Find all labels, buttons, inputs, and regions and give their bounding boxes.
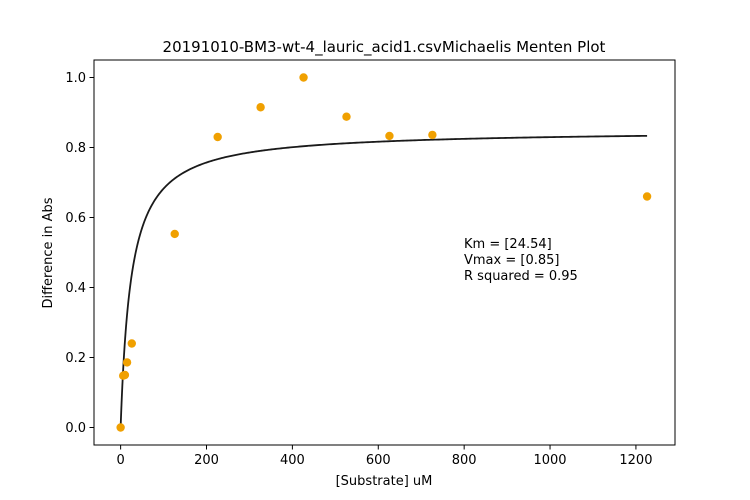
y-axis-label: Difference in Abs bbox=[41, 197, 56, 308]
data-point bbox=[170, 229, 179, 239]
y-tick-label: 1.0 bbox=[65, 71, 86, 86]
annotation-vmax: Vmax = [0.85] bbox=[464, 253, 559, 268]
annotation-r-squared: R squared = 0.95 bbox=[464, 269, 578, 284]
x-tick-label: 0 bbox=[116, 453, 124, 468]
data-point bbox=[116, 423, 125, 432]
fit-curve-line bbox=[119, 134, 648, 428]
data-point bbox=[342, 112, 351, 121]
chart-title: 20191010-BM3-wt-4_lauric_acid1.csvMichae… bbox=[163, 38, 606, 57]
x-tick-label: 800 bbox=[452, 453, 477, 468]
data-points bbox=[116, 73, 652, 432]
y-tick-label: 0.8 bbox=[65, 141, 86, 156]
y-tick-label: 0.6 bbox=[65, 211, 86, 226]
plot-area: 0 200 400 600 800 1000 1200 0.0 0.2 0.4 0.6 0.8 1.0 bbox=[65, 59, 676, 468]
x-tick-label: 400 bbox=[280, 453, 305, 468]
x-tick-label: 600 bbox=[366, 453, 391, 468]
plot-frame bbox=[93, 59, 676, 446]
x-tick-label: 200 bbox=[194, 453, 219, 468]
y-tick-label: 0.0 bbox=[65, 421, 86, 436]
data-point bbox=[642, 192, 652, 201]
data-point bbox=[120, 370, 130, 380]
x-tick-label: 1000 bbox=[533, 453, 566, 468]
data-point bbox=[385, 131, 394, 141]
y-tick-label: 0.4 bbox=[65, 281, 86, 296]
data-point bbox=[428, 130, 437, 140]
data-point bbox=[213, 132, 222, 142]
fit-annotation: Km = [24.54] Vmax = [0.85] R squared = 0… bbox=[464, 237, 578, 284]
data-point bbox=[256, 103, 265, 112]
x-axis-label: [Substrate] uM bbox=[336, 474, 433, 489]
data-point bbox=[122, 358, 132, 367]
x-tick-label: 1200 bbox=[619, 453, 652, 468]
y-tick-label: 0.2 bbox=[65, 351, 86, 366]
x-axis: 0 200 400 600 800 1000 1200 bbox=[116, 445, 652, 468]
data-point bbox=[127, 339, 136, 348]
annotation-km: Km = [24.54] bbox=[464, 237, 552, 252]
data-point bbox=[299, 73, 308, 82]
y-axis: 0.0 0.2 0.4 0.6 0.8 1.0 bbox=[65, 71, 94, 436]
